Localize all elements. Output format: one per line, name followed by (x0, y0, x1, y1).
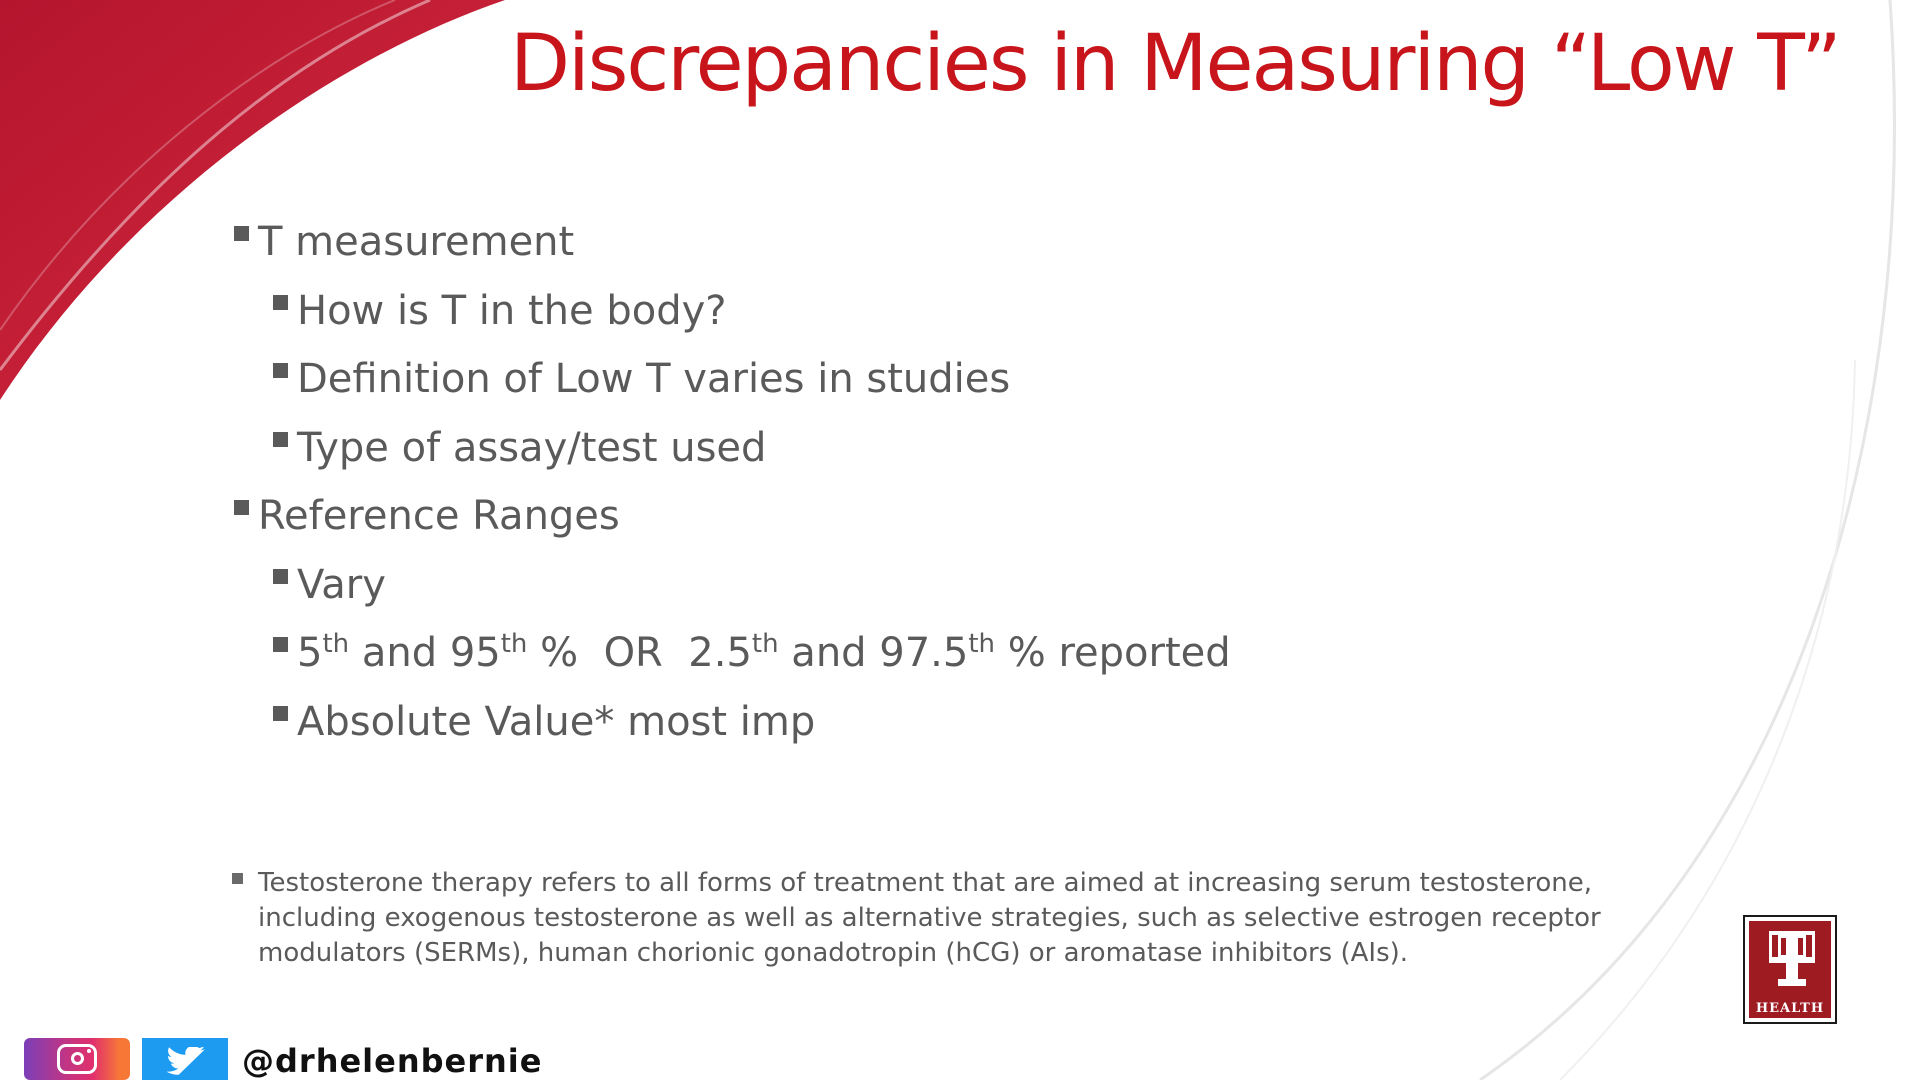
red-swoosh-shape (0, 0, 505, 400)
iu-trident-icon (1769, 931, 1815, 986)
bullet-marker (234, 226, 249, 241)
grey-arc (1479, 0, 1896, 1080)
bullet-text: Definition of Low T varies in studies (297, 356, 1011, 402)
slide-title: Discrepancies in Measuring “Low T” (510, 19, 1842, 109)
bullet-text: T measurement (258, 219, 575, 265)
instagram-icon[interactable] (24, 1038, 130, 1080)
bullet-item: How is T in the body? (230, 277, 1231, 346)
bullet-marker (273, 637, 288, 652)
bullet-item: Reference Ranges (230, 482, 1231, 551)
bullet-marker (273, 363, 288, 378)
footnote-line: including exogenous testosterone as well… (258, 903, 1601, 933)
bullet-marker (273, 294, 288, 310)
bullet-item: Type of assay/test used (230, 414, 1231, 483)
social-handle: @drhelenbernie (242, 1042, 543, 1080)
bullet-text-percentiles: 5th and 95th % OR 2.5th and 97.5th % rep… (297, 629, 1231, 676)
bullet-item: Vary (230, 551, 1231, 620)
bullet-text: Absolute Value* most imp (297, 698, 816, 745)
bullet-text: Reference Ranges (258, 493, 620, 539)
footnote-line: Testosterone therapy refers to all forms… (258, 868, 1592, 898)
bullet-item: T measurement (230, 208, 1231, 277)
footnote-marker (232, 873, 243, 884)
footnote-text: Testosterone therapy refers to all forms… (258, 866, 1632, 971)
bullet-marker (273, 431, 288, 447)
iu-health-logo: HEALTH (1743, 915, 1837, 1024)
footnote-line: modulators (SERMs), human chorionic gona… (258, 938, 1409, 968)
footnote: Testosterone therapy refers to all forms… (232, 866, 1632, 971)
twitter-icon[interactable] (142, 1038, 228, 1080)
bullet-text: Vary (297, 561, 386, 608)
bullet-item: Absolute Value* most imp (230, 688, 1231, 757)
bullet-marker (234, 500, 249, 515)
bullet-item: 5th and 95th % OR 2.5th and 97.5th % rep… (230, 619, 1231, 688)
bullet-item: Definition of Low T varies in studies (230, 345, 1231, 414)
bullet-text: How is T in the body? (297, 287, 727, 334)
bullet-marker (273, 568, 288, 584)
bullet-text: Type of assay/test used (297, 424, 767, 471)
bullet-marker (273, 705, 288, 721)
logo-health-text: HEALTH (1755, 1001, 1825, 1016)
bullet-list: T measurement How is T in the body? Defi… (230, 208, 1231, 756)
